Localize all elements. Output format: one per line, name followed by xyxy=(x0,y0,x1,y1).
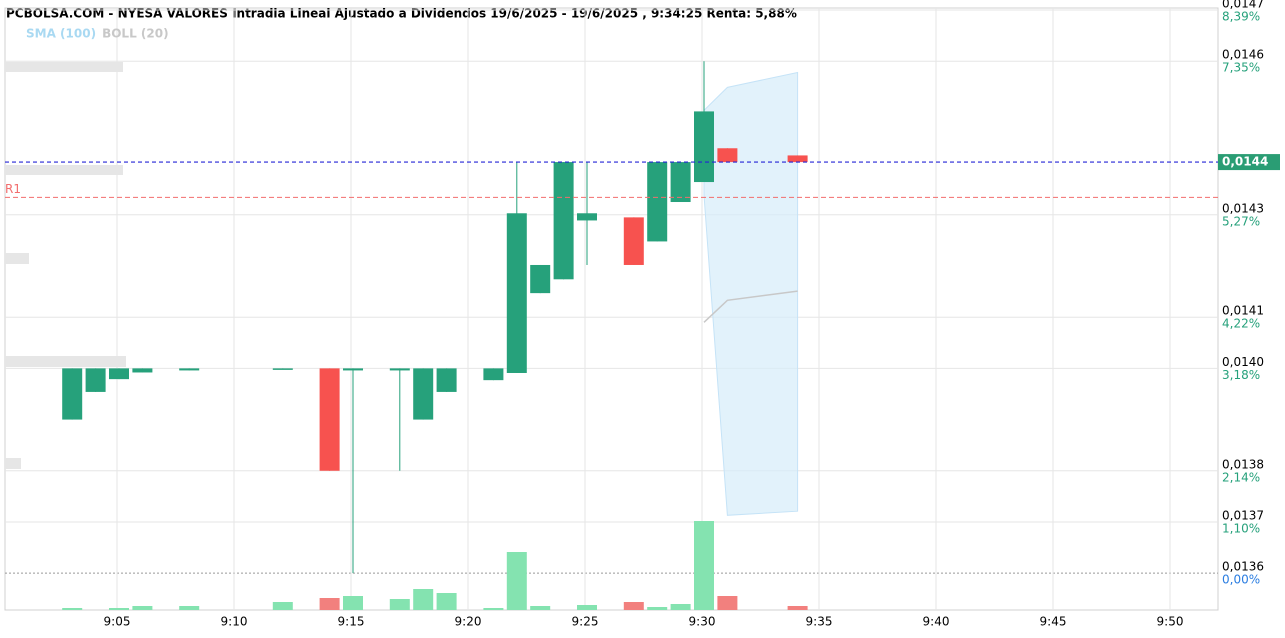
y-tick-label: 0,0147 xyxy=(1222,0,1264,11)
legend-entry: BOLL (20) xyxy=(102,27,169,41)
candle-body xyxy=(623,217,644,265)
y-tick-label: 0,0143 xyxy=(1222,201,1264,215)
bollinger-middle xyxy=(703,290,798,323)
candle-body xyxy=(62,368,83,420)
y-tick-label: 0,0141 xyxy=(1222,304,1264,318)
y-tick-label: 0,0137 xyxy=(1222,508,1264,522)
volume-bar xyxy=(389,599,410,610)
volume-bar xyxy=(694,521,714,610)
volume-bar xyxy=(436,593,457,610)
volume-bar xyxy=(319,598,340,610)
candle-body xyxy=(109,368,129,380)
candle-body xyxy=(179,368,200,371)
y-percent-label: 5,27% xyxy=(1222,214,1260,228)
masked-label xyxy=(5,253,29,264)
last-price-label: 0,0144 xyxy=(1222,155,1268,169)
volume-bar xyxy=(506,552,527,610)
y-percent-label: 8,39% xyxy=(1222,10,1260,24)
volume-bar xyxy=(530,606,551,610)
volume-bar xyxy=(787,606,808,610)
x-tick-label: 9:50 xyxy=(1157,615,1184,629)
candle-body xyxy=(647,162,668,242)
volume-bar xyxy=(109,608,129,610)
x-tick-label: 9:15 xyxy=(338,615,365,629)
volume-bar xyxy=(577,605,597,610)
candle-body xyxy=(553,162,574,280)
volume-bar xyxy=(132,606,153,610)
candle-body xyxy=(132,368,153,373)
candle-body xyxy=(694,111,714,183)
y-percent-label: 2,14% xyxy=(1222,470,1260,484)
volume-bar xyxy=(62,608,83,610)
candle-body xyxy=(530,264,551,294)
legend-entry: SMA (100) xyxy=(26,27,96,41)
volume-bar xyxy=(623,602,644,610)
candle-body xyxy=(787,155,808,163)
masked-label xyxy=(5,62,123,72)
candle-body xyxy=(85,368,106,392)
y-tick-label: 0,0146 xyxy=(1222,48,1264,62)
masked-label xyxy=(5,165,123,175)
y-tick-label: 0,0138 xyxy=(1222,457,1264,471)
candle-body xyxy=(413,368,434,420)
x-tick-label: 9:30 xyxy=(689,615,716,629)
candle-body xyxy=(319,368,340,471)
candle-body xyxy=(483,368,504,381)
volume-bar xyxy=(483,608,504,610)
bollinger-band xyxy=(703,71,799,516)
y-tick-label: 0,0140 xyxy=(1222,355,1264,369)
candle-body xyxy=(670,162,691,203)
candle-body xyxy=(272,368,293,370)
x-tick-label: 9:45 xyxy=(1040,615,1067,629)
masked-label xyxy=(5,356,126,367)
y-percent-label: 7,35% xyxy=(1222,61,1260,75)
volume-bar xyxy=(717,596,738,610)
candle-body xyxy=(436,368,457,392)
y-percent-label: 3,18% xyxy=(1222,368,1260,382)
y-tick-label: 0,0136 xyxy=(1222,560,1264,574)
x-tick-label: 9:10 xyxy=(221,615,248,629)
candle-body xyxy=(717,148,738,163)
plot-area xyxy=(4,7,1219,611)
x-tick-label: 9:25 xyxy=(572,615,599,629)
x-tick-label: 9:35 xyxy=(806,615,833,629)
last-price-tag xyxy=(1218,154,1280,171)
y-percent-label: 1,10% xyxy=(1222,521,1260,535)
x-tick-label: 9:05 xyxy=(104,615,131,629)
volume-bar xyxy=(670,604,691,610)
volume-bar xyxy=(413,589,434,610)
candle-body xyxy=(506,213,527,373)
y-percent-label: 0,00% xyxy=(1222,573,1260,587)
y-percent-label: 4,22% xyxy=(1222,317,1260,331)
volume-bar xyxy=(343,596,363,610)
volume-bar xyxy=(179,606,200,610)
chart-title: PCBOLSA.COM - NYESA VALORES Intradia Lin… xyxy=(6,7,797,21)
reference-label: R1 xyxy=(5,182,21,196)
x-tick-label: 9:20 xyxy=(455,615,482,629)
candle-body xyxy=(389,368,410,371)
x-tick-label: 9:40 xyxy=(923,615,950,629)
masked-label xyxy=(5,458,21,469)
volume-bar xyxy=(647,607,668,610)
candle-body xyxy=(343,368,363,371)
candle-body xyxy=(577,213,597,221)
volume-bar xyxy=(272,602,293,610)
